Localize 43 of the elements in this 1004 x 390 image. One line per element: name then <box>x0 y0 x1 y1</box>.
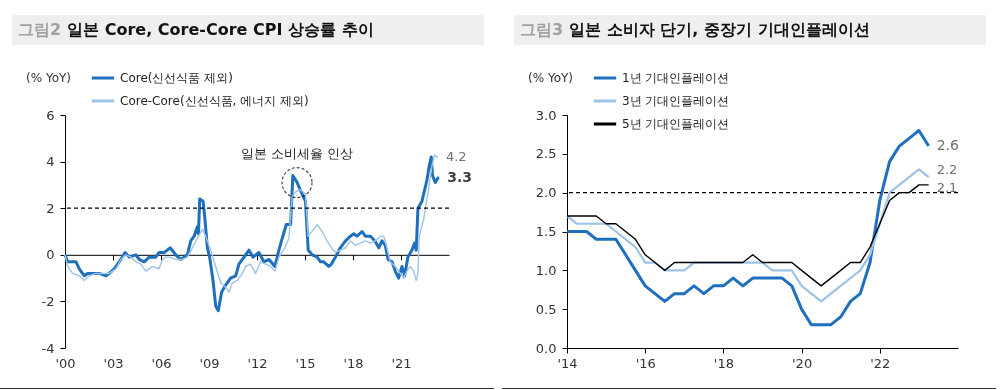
x-tick-label: '15 <box>295 355 316 371</box>
x-tick-label: '21 <box>391 355 412 371</box>
y-tick-label: 0.0 <box>535 340 557 356</box>
x-tick-label: '22 <box>870 355 891 371</box>
y-tick-label: -4 <box>41 340 55 356</box>
y-tick-label: 4 <box>46 154 55 170</box>
legend-label: Core-Core(신선식품, 에너지 제외) <box>120 94 309 108</box>
y-tick-label: 0 <box>46 247 55 263</box>
x-tick-label: '14 <box>557 355 578 371</box>
x-tick-label: '20 <box>792 355 813 371</box>
x-tick-label: '09 <box>199 355 220 371</box>
data-label: 2.6 <box>936 137 960 154</box>
y-tick-label: 3.0 <box>535 107 557 123</box>
y-tick-label: 6 <box>46 107 55 123</box>
legend-label: 5년 기대인플레이션 <box>622 117 730 131</box>
x-tick-label: '00 <box>55 355 76 371</box>
x-tick-label: '18 <box>713 355 734 371</box>
x-tick-label: '18 <box>343 355 364 371</box>
data-label: 2.2 <box>936 162 958 178</box>
legend-label: 1년 기대인플레이션 <box>622 71 730 85</box>
chart-title: 그림3 일본 소비자 단기, 중장기 기대인플레이션 <box>520 20 870 39</box>
data-label: 2.1 <box>936 179 958 195</box>
annotation: 일본 소비세율 인상 <box>240 145 354 161</box>
y-tick-label: 1.5 <box>535 224 557 239</box>
y-axis-title: (% YoY) <box>528 70 573 85</box>
x-tick-label: '16 <box>635 355 656 371</box>
y-tick-label: 2.5 <box>535 146 557 162</box>
y-tick-label: 0.5 <box>535 301 557 317</box>
legend-label: 3년 기대인플레이션 <box>622 94 730 108</box>
y-tick-label: 2 <box>46 200 55 216</box>
chart-title: 그림2 일본 Core, Core-Core CPI 상승률 추이 <box>18 20 374 39</box>
x-tick-label: '12 <box>247 355 268 371</box>
data-label: 4.2 <box>445 148 467 164</box>
line-series <box>565 129 931 327</box>
y-tick-label: -2 <box>41 293 55 309</box>
y-axis-title: (% YoY) <box>26 70 71 85</box>
y-tick-label: 1.0 <box>535 262 557 278</box>
x-tick-label: '06 <box>151 355 172 371</box>
line-series <box>565 168 930 303</box>
y-tick-label: 2.0 <box>535 185 557 201</box>
legend-label: Core(신선식품 제외) <box>120 71 233 85</box>
x-tick-label: '03 <box>103 355 124 371</box>
data-label: 3.3 <box>447 168 473 185</box>
